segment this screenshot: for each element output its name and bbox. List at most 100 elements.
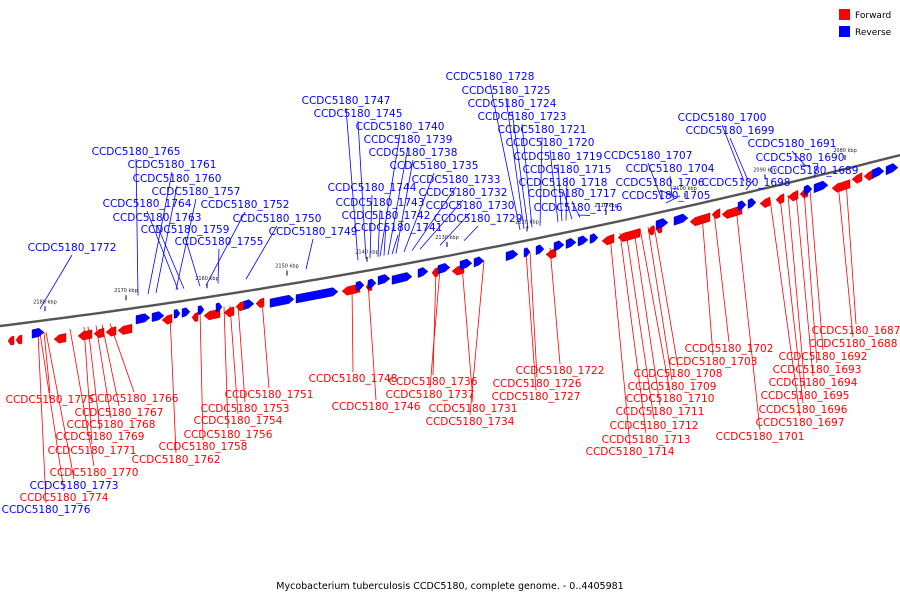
forward-gene-arrow — [851, 172, 863, 184]
leader-line — [633, 229, 661, 406]
reverse-gene-arrow — [31, 327, 45, 339]
gene-label: CCDC5180_1756 — [184, 429, 273, 441]
gene-label: CCDC5180_1702 — [685, 343, 774, 355]
gene-label: CCDC5180_1721 — [498, 124, 587, 136]
leader-line — [391, 234, 399, 255]
leader-line — [377, 209, 381, 257]
forward-gene-arrow — [53, 333, 67, 344]
gene-label: CCDC5180_1709 — [628, 381, 717, 393]
leader-line — [37, 333, 47, 504]
gene-label: CCDC5180_1716 — [534, 202, 623, 214]
kbp-tick-label: 2160 kbp — [195, 276, 219, 282]
leader-line — [169, 314, 177, 454]
forward-gene-arrow — [721, 205, 743, 219]
gene-label: CCDC5180_1736 — [389, 376, 478, 388]
gene-label: CCDC5180_1697 — [756, 417, 845, 429]
gene-label: CCDC5180_1771 — [48, 445, 137, 457]
gene-label: CCDC5180_1776 — [2, 504, 91, 516]
leader-line — [223, 306, 229, 429]
reverse-gene-arrow — [377, 274, 391, 286]
gene-label: CCDC5180_1745 — [314, 108, 403, 120]
reverse-gene-arrow — [737, 200, 747, 212]
gene-label: CCDC5180_1767 — [75, 407, 164, 419]
leader-line — [199, 310, 204, 441]
gene-label: CCDC5180_1742 — [342, 210, 431, 222]
leader-line — [565, 176, 568, 221]
gene-label: CCDC5180_1744 — [328, 182, 417, 194]
reverse-gene-arrow — [565, 237, 577, 249]
gene-label: CCDC5180_1688 — [809, 338, 898, 350]
leader-line — [653, 225, 679, 368]
gene-label: CCDC5180_1732 — [419, 187, 508, 199]
gene-label: CCDC5180_1734 — [426, 416, 515, 428]
gene-label: CCDC5180_1761 — [128, 159, 217, 171]
reverse-gene-arrow — [181, 307, 191, 318]
gene-label: CCDC5180_1693 — [773, 364, 862, 376]
leader-line — [799, 164, 811, 166]
kbp-tick-label: 2090 kbp — [753, 167, 777, 173]
gene-label: CCDC5180_1746 — [332, 401, 421, 413]
reverse-gene-arrow — [473, 256, 485, 268]
leader-line — [261, 300, 270, 389]
gene-label: CCDC5180_1699 — [686, 125, 775, 137]
forward-gene-arrow — [711, 208, 721, 220]
forward-gene-arrow — [161, 314, 173, 325]
leader-line — [237, 304, 246, 403]
leader-line — [813, 163, 819, 179]
label-leaders — [37, 83, 857, 504]
gene-label: CCDC5180_1717 — [528, 188, 617, 200]
leader-line — [625, 231, 655, 420]
gene-label: CCDC5180_1722 — [516, 365, 605, 377]
leader-line — [432, 270, 437, 376]
reverse-gene-arrow — [803, 184, 813, 196]
gene-label: CCDC5180_1766 — [90, 393, 179, 405]
forward-gene-arrow — [255, 297, 265, 308]
leader-line — [345, 107, 359, 261]
genome-caption: Mycobacterium tuberculosis CCDC5180, com… — [276, 581, 623, 592]
leader-line — [357, 120, 367, 259]
leader-line — [155, 185, 178, 293]
leader-line — [379, 133, 401, 257]
gene-label: CCDC5180_1729 — [434, 213, 523, 225]
leader-line — [39, 254, 73, 310]
gene-label: CCDC5180_1738 — [369, 147, 458, 159]
reverse-gene-arrow — [673, 213, 689, 226]
gene-label: CCDC5180_1748 — [309, 373, 398, 385]
reverse-gene-arrow — [885, 163, 899, 176]
gene-label: CCDC5180_1759 — [141, 224, 230, 236]
gene-label: CCDC5180_1758 — [159, 441, 248, 453]
reverse-gene-arrow — [417, 267, 429, 278]
forward-gene-arrow — [545, 248, 557, 259]
gene-label: CCDC5180_1698 — [702, 177, 791, 189]
gene-label: CCDC5180_1701 — [716, 431, 805, 443]
leader-line — [713, 212, 730, 343]
leader-line — [787, 194, 806, 390]
forward-gene-arrow — [831, 179, 851, 193]
gene-label: CCDC5180_1764 — [103, 198, 192, 210]
gene-label: CCDC5180_1689 — [770, 165, 859, 177]
leader-line — [229, 305, 239, 415]
gene-label: CCDC5180_1754 — [194, 415, 283, 427]
gene-label: CCDC5180_1700 — [678, 112, 767, 124]
legend-reverse-swatch — [839, 26, 850, 37]
leader-line — [469, 260, 485, 416]
leader-line — [175, 198, 197, 291]
leader-line — [721, 124, 745, 182]
forward-gene-arrow — [77, 329, 93, 341]
backbone-line — [0, 153, 900, 328]
legend-forward-label: Forward — [855, 11, 891, 21]
genes — [7, 163, 899, 346]
leader-line — [135, 158, 139, 296]
gene-label: CCDC5180_1772 — [28, 242, 117, 254]
forward-gene-arrow — [775, 193, 785, 205]
leader-line — [101, 324, 120, 407]
gene-label: CCDC5180_1749 — [269, 226, 358, 238]
gene-label: CCDC5180_1762 — [132, 454, 221, 466]
leader-line — [845, 180, 857, 325]
leader-line — [735, 207, 761, 431]
reverse-gene-arrow — [577, 235, 589, 247]
reverse-gene-arrow — [871, 166, 885, 179]
gene-label: CCDC5180_1720 — [506, 137, 595, 149]
gene-label: CCDC5180_1740 — [356, 121, 445, 133]
